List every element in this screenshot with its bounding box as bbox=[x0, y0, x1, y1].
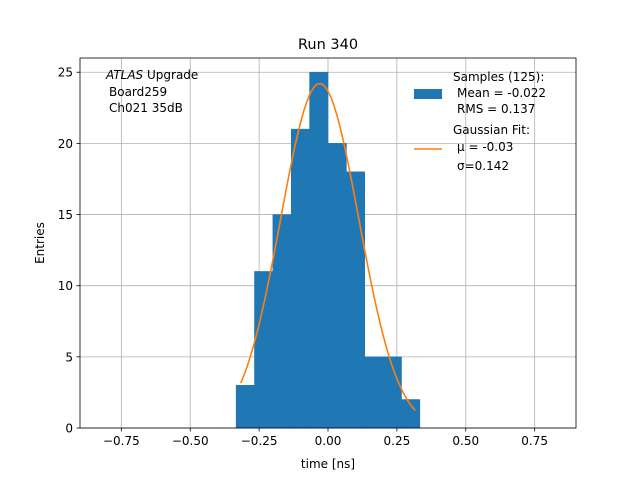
legend-samples-rms: RMS = 0.137 bbox=[457, 102, 535, 116]
histogram-bar bbox=[309, 71, 329, 429]
y-tick-label: 0 bbox=[65, 422, 73, 436]
x-tick-label: 0.50 bbox=[452, 434, 479, 448]
annotation-line-1: ATLAS Upgrade bbox=[105, 68, 198, 82]
histogram-bar bbox=[290, 128, 310, 429]
annotation-upgrade: Upgrade bbox=[143, 68, 198, 82]
fit-layer bbox=[239, 82, 416, 412]
bars-layer bbox=[235, 71, 421, 429]
legend: Samples (125): Mean = -0.022 RMS = 0.137… bbox=[414, 70, 546, 173]
x-tick-label: −0.25 bbox=[241, 434, 278, 448]
atlas-annotation: ATLAS Upgrade Board259 Ch021 35dB bbox=[105, 68, 198, 115]
y-tick-label: 15 bbox=[58, 208, 73, 222]
histogram-bar bbox=[364, 356, 384, 429]
legend-fit-title: Gaussian Fit: bbox=[453, 123, 530, 137]
y-tick-label: 5 bbox=[65, 350, 73, 364]
annotation-channel: Ch021 35dB bbox=[109, 101, 183, 115]
histogram-bar bbox=[346, 171, 366, 429]
gaussian-fit-curve bbox=[239, 82, 416, 412]
histogram-bar bbox=[235, 385, 255, 429]
histogram-bar bbox=[327, 143, 347, 429]
x-tick-label: 0.75 bbox=[521, 434, 548, 448]
y-tick-label: 25 bbox=[58, 66, 73, 80]
ticks-layer: −0.75 −0.50 −0.25 0.00 0.25 0.50 0.75 0 5 10 15 20 2… bbox=[58, 66, 548, 448]
legend-samples-title: Samples (125): bbox=[453, 70, 544, 84]
x-tick-label: 0.25 bbox=[384, 434, 411, 448]
annotation-atlas: ATLAS bbox=[105, 68, 144, 82]
x-axis-label: time [ns] bbox=[301, 457, 355, 471]
x-tick-label: 0.00 bbox=[315, 434, 342, 448]
legend-fit-mu: μ = -0.03 bbox=[457, 140, 513, 154]
legend-samples-mean: Mean = -0.022 bbox=[457, 86, 546, 100]
y-tick-label: 20 bbox=[58, 137, 73, 151]
x-tick-label: −0.75 bbox=[103, 434, 140, 448]
y-axis-label: Entries bbox=[33, 222, 47, 264]
legend-fit-sigma: σ=0.142 bbox=[457, 159, 509, 173]
x-tick-label: −0.50 bbox=[172, 434, 209, 448]
annotation-board: Board259 bbox=[109, 85, 167, 99]
histogram-bar bbox=[254, 271, 274, 429]
y-tick-label: 10 bbox=[58, 279, 73, 293]
chart-title: Run 340 bbox=[298, 37, 358, 53]
legend-samples-patch bbox=[414, 89, 442, 99]
